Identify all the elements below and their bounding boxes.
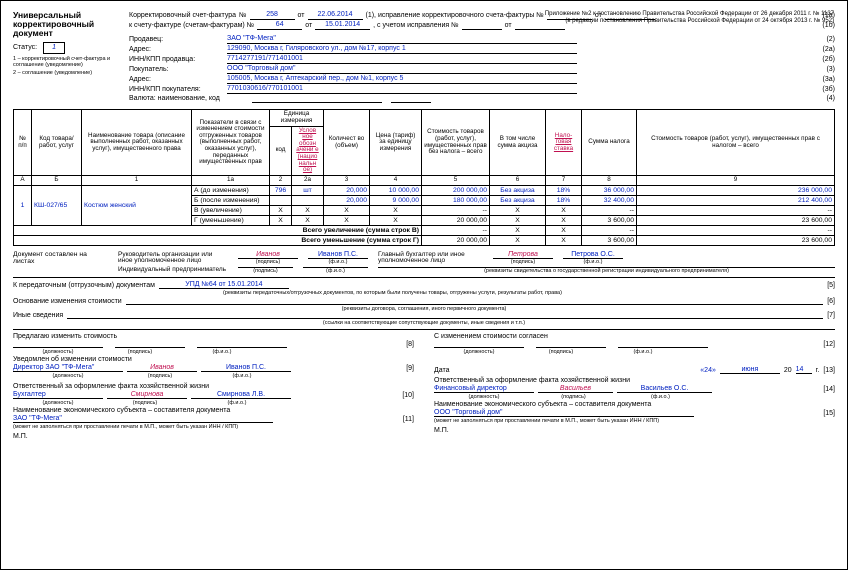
accountant-signature: Петрова [493, 251, 553, 259]
legal-line1: Приложение №2 к постановлению Правительс… [545, 11, 834, 18]
legal-line2: (в редакции постановления Правительства … [545, 18, 834, 25]
header-fields: Корректировочный счет-фактура № 258 от 2… [129, 11, 835, 104]
director-signature: Иванов [238, 251, 298, 259]
corr-number: 258 [250, 11, 295, 20]
right-otv-post: Финансовый директор [434, 385, 534, 393]
title: Универсальный корректировочный документ [13, 11, 123, 38]
row-before: 1 КШ-027/65 Костюм женский А (до изменен… [14, 185, 835, 195]
header-numbers: АБ 11а 22а 34 56 78 9 [14, 175, 835, 185]
left-uved-name: Иванов П.С. [201, 364, 291, 372]
buyer-name: ООО "Торговый дом" [227, 65, 577, 74]
left-uved-sig: Иванов [127, 364, 197, 372]
right-subject: ООО "Торговый дом" [434, 409, 694, 417]
header-area: Универсальный корректировочный документ … [13, 11, 835, 104]
stamp-left: М.П. [13, 433, 414, 440]
main-table: № п/п Код товара/ работ, услуг Наименова… [13, 109, 835, 246]
buyer-address: 105005, Москва г, Аптекарский пер., дом … [227, 75, 577, 84]
left-otv-post: Бухгалтер [13, 391, 103, 399]
title-box: Универсальный корректировочный документ … [13, 11, 123, 77]
seller-address: 129090, Москва г, Гиляровского ул., дом … [227, 45, 577, 54]
transfer-doc: УПД №64 от 15.01.2014 [159, 281, 289, 289]
stamp-right: М.П. [434, 427, 835, 434]
bottom-block: К передаточным (отгрузочным) документам … [13, 281, 835, 440]
status-value: 1 [43, 42, 65, 54]
base-number: 64 [257, 21, 302, 30]
seller-inn: 7714277191/771401001 [227, 55, 577, 64]
legal-note: Приложение №2 к постановлению Правительс… [545, 11, 834, 24]
accountant-name: Петрова О.С. [563, 251, 623, 259]
corr-date: 22.06.2014 [308, 11, 363, 20]
status-foot2: 2 – соглашение (уведомление) [13, 71, 123, 77]
total-decrease: Всего уменьшение (сумма строк Г) 20 000,… [14, 236, 835, 246]
left-uved-post: Директор ЗАО "ТФ-Мега" [13, 364, 123, 372]
date-month: июня [720, 366, 780, 374]
status-row: Статус: 1 [13, 42, 123, 54]
left-column: Предлагаю изменить стоимость [8] (должно… [13, 333, 414, 440]
right-otv-sig: Васильев [538, 385, 613, 393]
status-foot1: 1 – корректировочный счет-фактура и согл… [13, 57, 123, 69]
director-name: Иванов П.С. [308, 251, 368, 259]
status-label: Статус: [13, 44, 37, 51]
right-otv-name: Васильев О.С. [617, 385, 712, 393]
left-subject: ЗАО "ТФ-Мега" [13, 415, 273, 423]
header-row-1: № п/п Код товара/ работ, услуг Наименова… [14, 110, 835, 126]
seller-name: ЗАО "ТФ-Мега" [227, 35, 577, 44]
buyer-inn: 7701030616/770101001 [227, 85, 577, 94]
total-increase: Всего увеличение (сумма строк В) --Х Х--… [14, 226, 835, 236]
left-otv-name: Смирнова Л.В. [191, 391, 291, 399]
signatures-block: Документ составлен налистах Руководитель… [13, 251, 835, 274]
right-column: С изменением стоимости согласен [12] (до… [434, 333, 835, 440]
left-otv-sig: Смирнова [107, 391, 187, 399]
base-date: 15.01.2014 [315, 21, 370, 30]
